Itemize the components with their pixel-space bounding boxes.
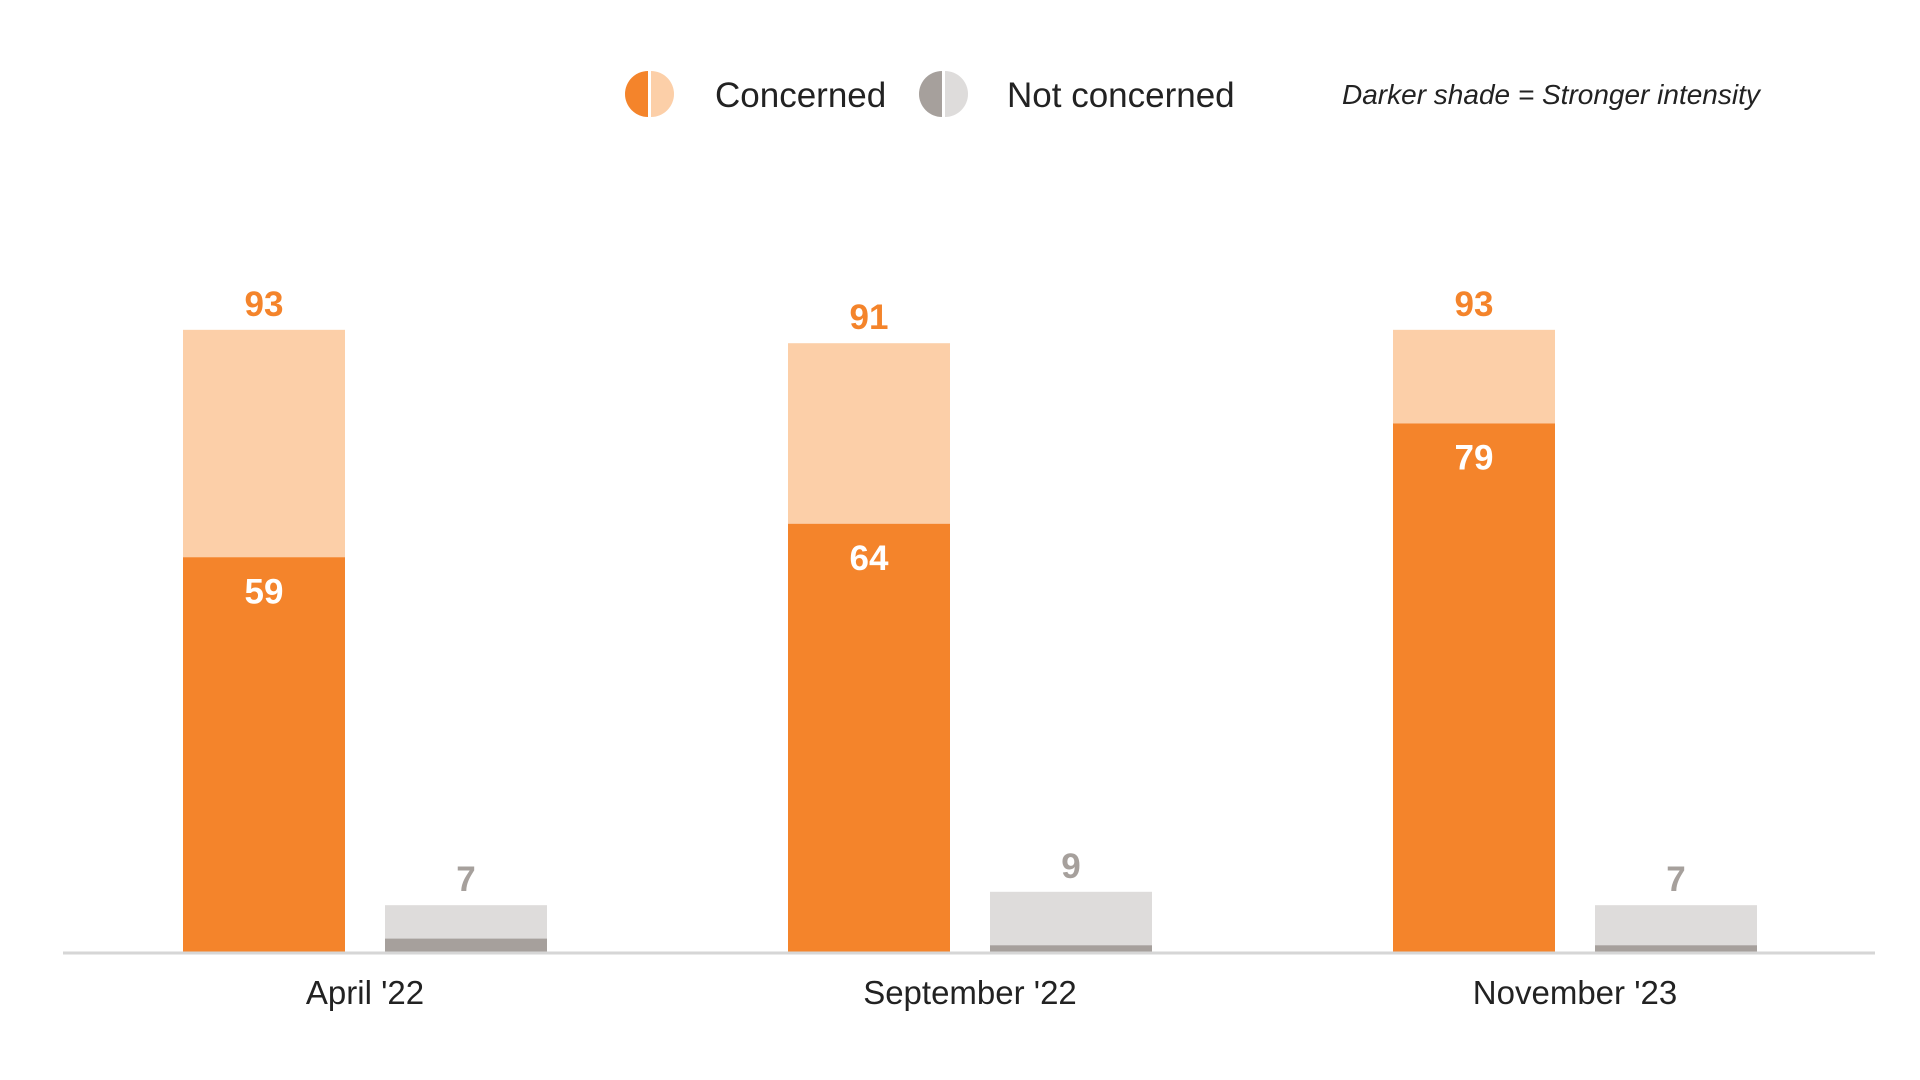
legend-concerned: Concerned	[625, 71, 886, 117]
category-label-2: November '23	[1473, 974, 1677, 1011]
label-not-concerned-total-0: 7	[456, 860, 475, 899]
bars-group	[183, 329, 1757, 953]
legend-not-concerned: Not concerned	[919, 71, 1235, 117]
legend-concerned-label: Concerned	[715, 76, 886, 115]
bar-concerned-strong-1	[788, 523, 950, 952]
label-concerned-strong-1: 64	[850, 539, 889, 578]
bar-concerned-strong-0	[183, 557, 345, 952]
legend-not-concerned-label: Not concerned	[1007, 76, 1235, 115]
label-not-concerned-total-1: 9	[1061, 847, 1080, 886]
category-label-0: April '22	[306, 974, 424, 1011]
label-concerned-strong-2: 79	[1455, 438, 1494, 477]
bar-not-concerned-total-2	[1595, 905, 1757, 952]
category-label-1: September '22	[863, 974, 1077, 1011]
legend-intensity-note: Darker shade = Stronger intensity	[1342, 79, 1762, 110]
label-concerned-total-0: 93	[245, 285, 284, 324]
label-concerned-total-1: 91	[850, 298, 889, 337]
label-not-concerned-total-2: 7	[1666, 860, 1685, 899]
legend: Concerned Not concerned Darker shade = S…	[625, 71, 1762, 117]
legend-concerned-strong-swatch	[625, 71, 648, 117]
legend-concerned-weak-swatch	[651, 71, 674, 117]
label-concerned-strong-0: 59	[245, 572, 284, 611]
legend-not-concerned-weak-swatch	[945, 71, 968, 117]
bar-concerned-strong-2	[1393, 423, 1555, 952]
labels-group: 93 59 7 April '22 91 64 9 September '22 93 79 7 Nov…	[245, 285, 1686, 1011]
bar-not-concerned-strong-0	[385, 938, 547, 952]
bar-not-concerned-strong-2	[1595, 945, 1757, 952]
legend-not-concerned-strong-swatch	[919, 71, 942, 117]
label-concerned-total-2: 93	[1455, 285, 1494, 324]
bar-not-concerned-strong-1	[990, 945, 1152, 952]
bar-not-concerned-total-1	[990, 891, 1152, 952]
